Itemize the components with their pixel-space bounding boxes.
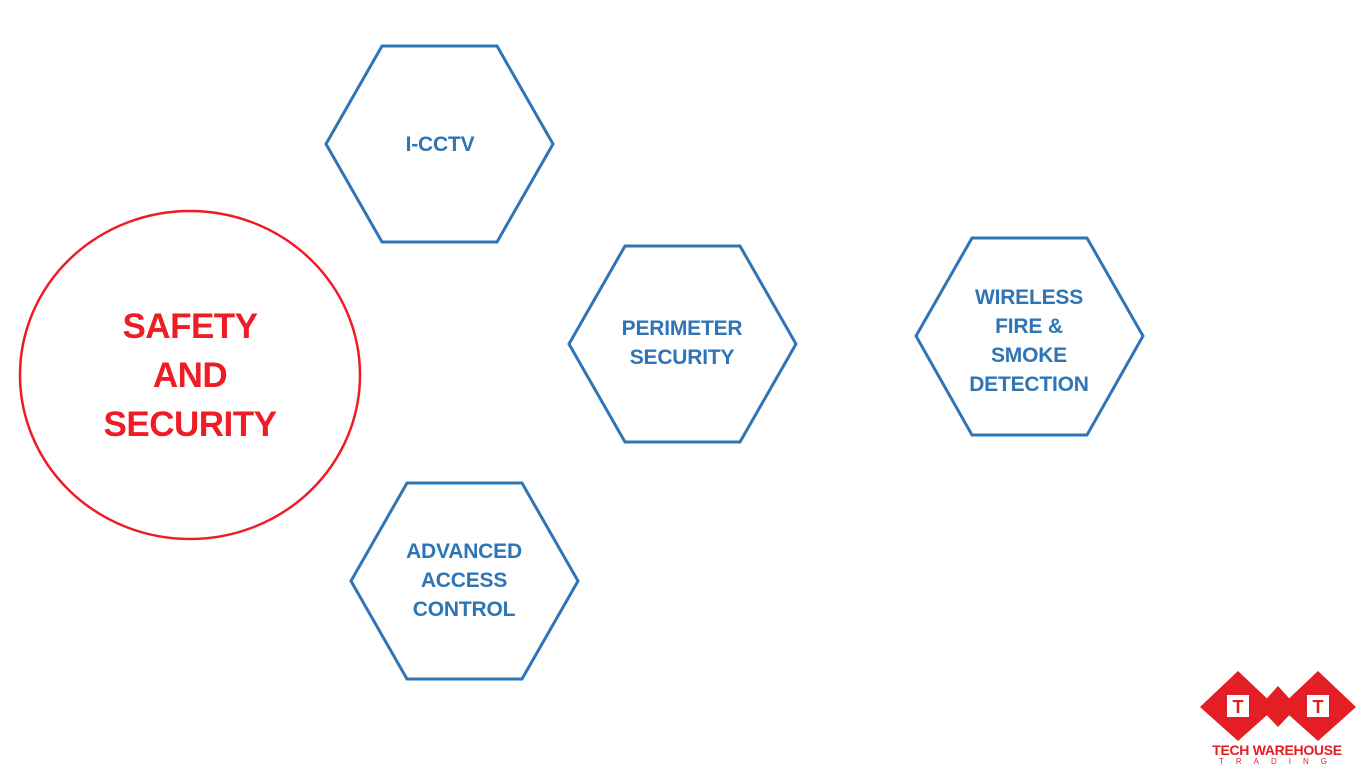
node-line: PERIMETER — [621, 317, 743, 340]
tech-warehouse-logo: T T TECH WAREHOUSE TRADING — [1194, 670, 1362, 768]
title-line: AND — [152, 355, 228, 395]
advanced-access-control-hexagon — [349, 481, 580, 681]
node-line: ACCESS — [420, 568, 508, 592]
node-line: ADVANCED — [406, 539, 522, 563]
safety-security-circle — [18, 209, 362, 541]
logo-letter-left: T — [1233, 697, 1244, 717]
perimeter-security-hexagon — [567, 244, 798, 444]
title-line: SECURITY — [103, 404, 277, 444]
wireless-fire-smoke-hexagon — [914, 236, 1145, 437]
wireless-fire-smoke-label: WIRELESS FIRE & SMOKE DETECTION — [929, 276, 1129, 406]
title-line: SAFETY — [122, 306, 258, 346]
node-line: SECURITY — [629, 346, 735, 369]
node-line: CONTROL — [412, 597, 516, 621]
node-line: DETECTION — [969, 373, 1089, 396]
logo-box-right — [1307, 695, 1329, 717]
i-cctv-label: I-CCTV — [340, 104, 540, 184]
node-line: I-CCTV — [405, 132, 475, 156]
logo-title: TECH WAREHOUSE — [1212, 742, 1342, 758]
logo-diamond-center — [1259, 686, 1297, 727]
logo-letter-right: T — [1313, 697, 1324, 717]
logo-mark: T T — [1200, 671, 1356, 741]
node-line: SMOKE — [990, 344, 1067, 367]
perimeter-security-label: PERIMETER SECURITY — [582, 303, 782, 383]
logo-box-left — [1227, 695, 1249, 717]
safety-security-title: SAFETY AND SECURITY — [40, 295, 340, 455]
logo-subtitle: TRADING — [1219, 757, 1339, 766]
node-line: FIRE & — [995, 315, 1063, 338]
node-line: WIRELESS — [974, 286, 1084, 309]
i-cctv-hexagon — [324, 44, 555, 244]
advanced-access-control-label: ADVANCED ACCESS CONTROL — [364, 530, 564, 630]
